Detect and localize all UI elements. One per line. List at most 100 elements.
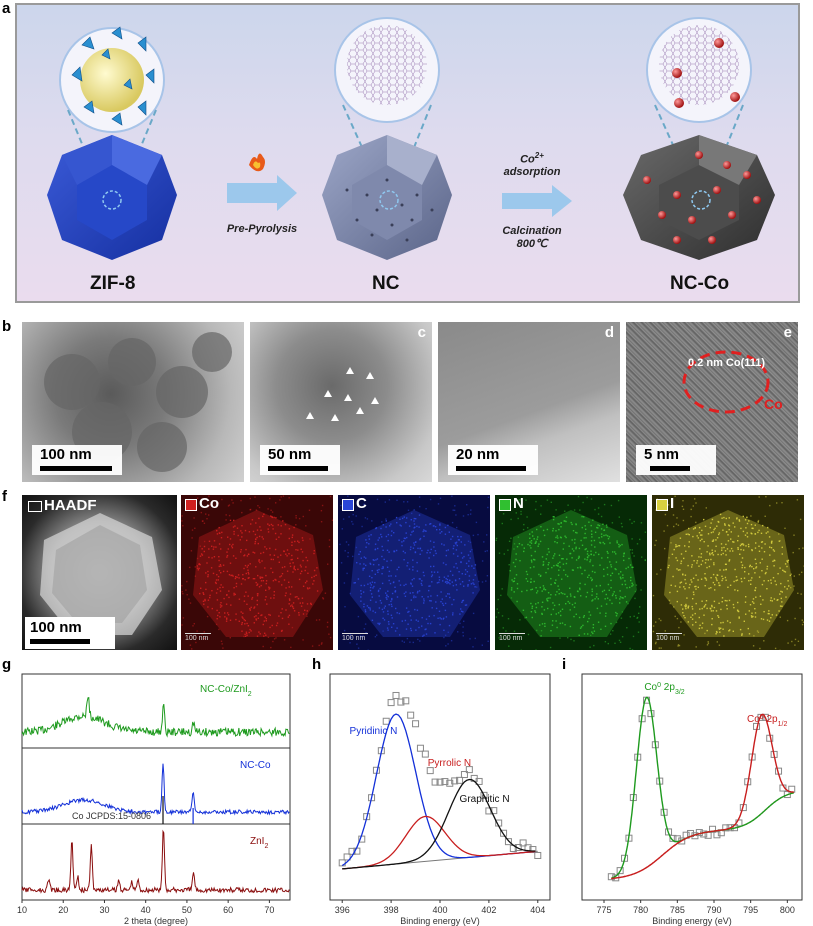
pyrolysis-arrow (227, 153, 297, 211)
raw-data-h (338, 691, 542, 867)
tem-image-d: d 20 nm (438, 322, 620, 482)
haadf-icon (28, 501, 42, 512)
xtick-i-780: 780 (633, 905, 648, 915)
arrow-markers (306, 367, 379, 421)
panel-letter-g: g (2, 656, 12, 673)
tem-image-b: 100 nm (22, 322, 244, 482)
xlabel-g: 2 theta (degree) (124, 916, 188, 926)
xlabel-i: Binding energy (eV) (652, 916, 732, 926)
zif8-label: ZIF-8 (90, 273, 136, 294)
tem-image-e: e 0.2 nm Co(111) Co 5 nm (626, 322, 798, 482)
tem-image-c: c 50 nm (250, 322, 432, 482)
element-icon-c (342, 499, 354, 511)
ncco-label: NC-Co (670, 273, 730, 294)
xrd-series-ncco (21, 763, 290, 816)
xtick-i-785: 785 (670, 905, 685, 915)
panel-letter-a: a (2, 0, 11, 17)
legend-zni2: ZnI2 (250, 836, 268, 850)
element-icon-i (656, 499, 668, 511)
element-scale-bar-n (499, 633, 525, 634)
scale-bar-b (40, 466, 112, 471)
element-scale-bar-c (342, 633, 368, 634)
label-co-2p-half: Co0 2p1/2 (747, 714, 787, 728)
component-pyrrolic-n (342, 815, 536, 870)
element-title-i: I (670, 495, 675, 512)
scale-label-c: 50 nm (268, 446, 312, 463)
calcination-arrow (502, 185, 572, 217)
nc-structure (322, 17, 452, 260)
xtick-h-398: 398 (384, 905, 399, 915)
scale-label-b: 100 nm (40, 446, 92, 463)
legend-ncco: NC-Co (240, 760, 271, 771)
component-graphitic-n (342, 778, 536, 870)
xtick-h-402: 402 (481, 905, 496, 915)
panel-letter-h: h (312, 656, 322, 673)
chart-i: Co0 2p3/2 Co0 2p1/2 775 780 785 790 795 800 Bind… (581, 673, 803, 926)
label-graphitic-n: Graphitic N (460, 794, 510, 805)
panel-letter-b: b (2, 318, 12, 335)
label-pyridinic-n: Pyridinic N (350, 726, 398, 737)
xrd-frame (21, 673, 291, 901)
chart-h: Pyridinic N Pyrrolic N Graphitic N 396 398 40… (329, 673, 551, 926)
element-icon-n (499, 499, 511, 511)
xtick-h-400: 400 (432, 905, 447, 915)
xtick-g-10: 10 (17, 905, 27, 915)
xtick-h-396: 396 (335, 905, 350, 915)
panel-letter-e: e (783, 324, 792, 341)
zif8-structure (47, 26, 177, 260)
label-co-2p-three-half: Co0 2p3/2 (644, 682, 684, 696)
element-title-n: N (513, 495, 524, 512)
element-scale-c: 100 nm (342, 635, 366, 642)
reference-label: Co JCPDS:15-0806 (72, 811, 151, 821)
element-scale-bar-i (656, 633, 682, 634)
xtick-h-404: 404 (530, 905, 545, 915)
element-map-i: I 100 nm (652, 495, 804, 650)
xtick-g-60: 60 (223, 905, 233, 915)
element-scale-bar-co (185, 633, 211, 634)
xtick-i-800: 800 (780, 905, 795, 915)
scale-label-d: 20 nm (456, 446, 500, 463)
legend-ncco-zni2: NC-Co/ZnI2 (200, 684, 252, 698)
ncco-structure (623, 17, 775, 260)
xps-co-frame (581, 673, 803, 901)
xtick-g-50: 50 (182, 905, 192, 915)
element-icon-co (185, 499, 197, 511)
panel-letter-d: d (604, 324, 614, 341)
co-region-label: Co (764, 396, 783, 412)
xtick-i-775: 775 (596, 905, 611, 915)
xlabel-h: Binding energy (eV) (400, 916, 480, 926)
chart-g: Co JCPDS:15-0806 NC-Co/ZnI2 NC-Co ZnI2 10 20 3… (17, 673, 291, 926)
element-map-n: N 100 nm (495, 495, 647, 650)
haadf-scale-bar (30, 639, 90, 644)
haadf-image: HAADF 100 nm (22, 495, 177, 650)
haadf-title: HAADF (44, 497, 97, 514)
synthesis-scheme: ZIF-8 Pre-Pyrolysis NC (15, 3, 800, 303)
element-map-co: Co 100 nm (181, 495, 333, 650)
adsorption-label: Co2+ adsorption (503, 151, 561, 178)
xtick-i-790: 790 (706, 905, 721, 915)
component-co-2p-half (611, 713, 794, 880)
element-title-co: Co (199, 495, 219, 512)
pyrolysis-label: Pre-Pyrolysis (226, 223, 298, 235)
panel-letter-c: c (417, 324, 426, 341)
lattice-label: 0.2 nm Co(111) (688, 357, 766, 369)
scale-label-e: 5 nm (644, 446, 680, 463)
element-map-c: C 100 nm (338, 495, 490, 650)
scale-bar-d (456, 466, 526, 471)
panel-letter-i: i (562, 656, 567, 673)
label-pyrrolic-n: Pyrrolic N (428, 758, 471, 769)
scale-bar-e (650, 466, 690, 471)
nc-label: NC (372, 273, 400, 294)
xrd-series-zni2 (21, 829, 290, 894)
xtick-g-70: 70 (264, 905, 274, 915)
scale-bar-c (268, 466, 328, 471)
xtick-g-20: 20 (58, 905, 68, 915)
element-title-c: C (356, 495, 367, 512)
haadf-scale-label: 100 nm (30, 619, 82, 636)
panel-letter-f: f (2, 488, 7, 505)
xrd-series-ncco-zni2 (21, 696, 290, 738)
xtick-g-30: 30 (99, 905, 109, 915)
element-scale-n: 100 nm (499, 635, 523, 642)
xtick-i-795: 795 (743, 905, 758, 915)
element-scale-co: 100 nm (185, 635, 209, 642)
